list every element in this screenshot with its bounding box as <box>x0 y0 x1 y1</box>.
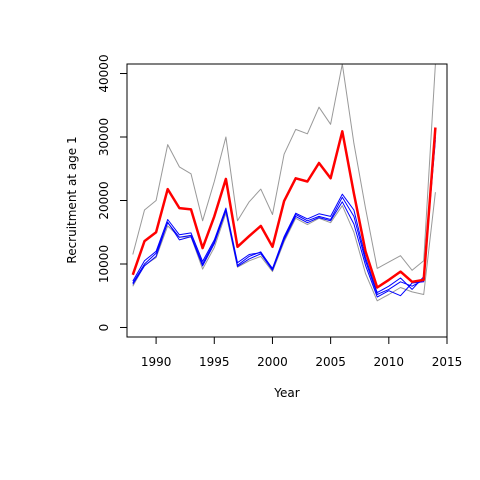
series-line-replicate-2 <box>132 140 436 294</box>
x-tick-label: 1990 <box>141 355 172 369</box>
series-line-upper-bound-0 <box>132 63 436 271</box>
series-layer <box>131 63 437 302</box>
y-tick-label: 10000 <box>97 245 111 283</box>
x-axis: 1990 1995 2000 2005 2010 2015 <box>141 336 463 369</box>
x-tick-label: 2015 <box>432 355 463 369</box>
y-tick-label: 40000 <box>97 54 111 92</box>
x-tick-label: 2010 <box>374 355 405 369</box>
x-tick-label: 1995 <box>199 355 230 369</box>
y-tick-label: 20000 <box>97 181 111 219</box>
y-tick-label: 30000 <box>97 118 111 156</box>
y-axis-title: Recruitment at age 1 <box>65 136 79 263</box>
y-axis: 0 10000 20000 30000 40000 <box>97 54 128 332</box>
series-line-replicate-3 <box>132 136 436 295</box>
x-tick-label: 2005 <box>315 355 346 369</box>
series-line-replicate-4 <box>132 133 436 298</box>
series-line-central-5 <box>131 127 437 289</box>
y-tick-label: 0 <box>97 324 111 332</box>
x-axis-title: Year <box>273 386 299 400</box>
x-tick-label: 2000 <box>257 355 288 369</box>
